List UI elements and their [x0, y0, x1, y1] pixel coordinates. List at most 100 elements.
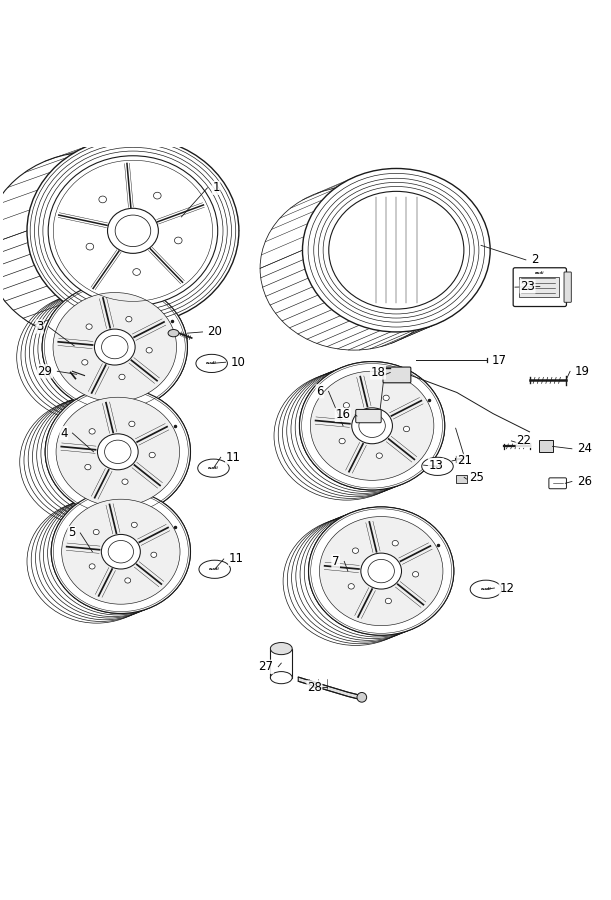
FancyBboxPatch shape — [564, 272, 571, 302]
Text: 19: 19 — [575, 364, 590, 378]
Ellipse shape — [339, 438, 345, 444]
Ellipse shape — [42, 283, 188, 411]
Text: audi: audi — [208, 466, 219, 470]
Text: 24: 24 — [577, 442, 591, 455]
Ellipse shape — [392, 541, 398, 546]
Ellipse shape — [309, 507, 454, 635]
Ellipse shape — [27, 137, 239, 325]
Text: 6: 6 — [316, 385, 324, 398]
Text: 28: 28 — [307, 680, 322, 694]
Text: audi: audi — [210, 567, 220, 572]
Text: 29: 29 — [37, 364, 53, 378]
Ellipse shape — [86, 243, 93, 250]
Ellipse shape — [53, 292, 177, 401]
Ellipse shape — [131, 522, 137, 527]
Ellipse shape — [99, 196, 106, 202]
Text: 17: 17 — [492, 354, 507, 367]
Ellipse shape — [82, 360, 88, 365]
Ellipse shape — [403, 427, 409, 432]
Ellipse shape — [93, 529, 99, 535]
Ellipse shape — [129, 421, 135, 427]
Ellipse shape — [353, 548, 359, 554]
Text: audi: audi — [207, 362, 217, 365]
Text: 5: 5 — [68, 526, 75, 539]
Ellipse shape — [422, 457, 453, 475]
Ellipse shape — [386, 598, 392, 604]
Text: 10: 10 — [230, 356, 245, 369]
Text: 3: 3 — [36, 320, 43, 333]
Text: 27: 27 — [258, 661, 273, 673]
Text: 4: 4 — [60, 427, 68, 439]
Ellipse shape — [199, 560, 230, 579]
FancyBboxPatch shape — [513, 268, 566, 307]
Ellipse shape — [56, 397, 180, 507]
Polygon shape — [298, 677, 360, 699]
Ellipse shape — [271, 671, 292, 684]
Text: 2: 2 — [531, 254, 538, 266]
Ellipse shape — [329, 192, 464, 309]
Text: audi: audi — [432, 464, 443, 468]
FancyBboxPatch shape — [538, 440, 553, 453]
Ellipse shape — [45, 388, 191, 516]
Ellipse shape — [271, 643, 292, 654]
Text: 11: 11 — [229, 553, 244, 565]
Text: 25: 25 — [469, 471, 484, 483]
Text: 13: 13 — [428, 459, 443, 472]
Ellipse shape — [101, 535, 141, 569]
Circle shape — [357, 692, 367, 702]
Ellipse shape — [86, 324, 92, 329]
Ellipse shape — [146, 347, 152, 353]
Ellipse shape — [119, 374, 125, 380]
Text: audi: audi — [480, 588, 491, 591]
Ellipse shape — [361, 554, 401, 590]
FancyBboxPatch shape — [383, 367, 411, 382]
Ellipse shape — [175, 237, 182, 244]
Text: 1: 1 — [212, 181, 220, 194]
Ellipse shape — [352, 408, 392, 444]
Ellipse shape — [89, 428, 95, 434]
Ellipse shape — [62, 500, 180, 604]
Ellipse shape — [98, 434, 138, 470]
Text: 11: 11 — [225, 451, 241, 464]
Text: 16: 16 — [335, 409, 350, 421]
Ellipse shape — [302, 168, 490, 332]
Ellipse shape — [196, 355, 227, 373]
Ellipse shape — [343, 402, 349, 408]
Ellipse shape — [348, 583, 354, 590]
Ellipse shape — [122, 479, 128, 484]
FancyBboxPatch shape — [456, 475, 467, 483]
Text: 22: 22 — [516, 435, 531, 447]
Ellipse shape — [153, 193, 161, 199]
Text: 26: 26 — [577, 475, 591, 488]
Ellipse shape — [89, 563, 95, 569]
Ellipse shape — [310, 371, 434, 481]
Ellipse shape — [95, 329, 135, 365]
Ellipse shape — [126, 317, 132, 322]
Bar — [271, 649, 292, 678]
FancyBboxPatch shape — [549, 478, 566, 489]
Ellipse shape — [320, 517, 443, 625]
Ellipse shape — [125, 578, 131, 583]
Text: 7: 7 — [332, 555, 339, 568]
Ellipse shape — [108, 208, 158, 254]
Bar — [519, 277, 559, 297]
Ellipse shape — [133, 268, 141, 275]
Ellipse shape — [383, 395, 389, 400]
Ellipse shape — [168, 329, 179, 337]
Text: 12: 12 — [499, 581, 514, 595]
Text: 18: 18 — [370, 366, 386, 379]
Ellipse shape — [198, 459, 229, 477]
Text: 23: 23 — [520, 280, 535, 293]
FancyBboxPatch shape — [356, 410, 381, 423]
Ellipse shape — [151, 553, 157, 557]
Ellipse shape — [412, 572, 419, 577]
Ellipse shape — [470, 580, 502, 598]
Ellipse shape — [376, 453, 382, 458]
Text: audi: audi — [535, 271, 544, 275]
Ellipse shape — [299, 362, 445, 490]
Text: 21: 21 — [457, 454, 472, 467]
Ellipse shape — [48, 156, 218, 306]
Ellipse shape — [149, 453, 155, 458]
Ellipse shape — [51, 490, 191, 614]
Ellipse shape — [85, 464, 91, 470]
